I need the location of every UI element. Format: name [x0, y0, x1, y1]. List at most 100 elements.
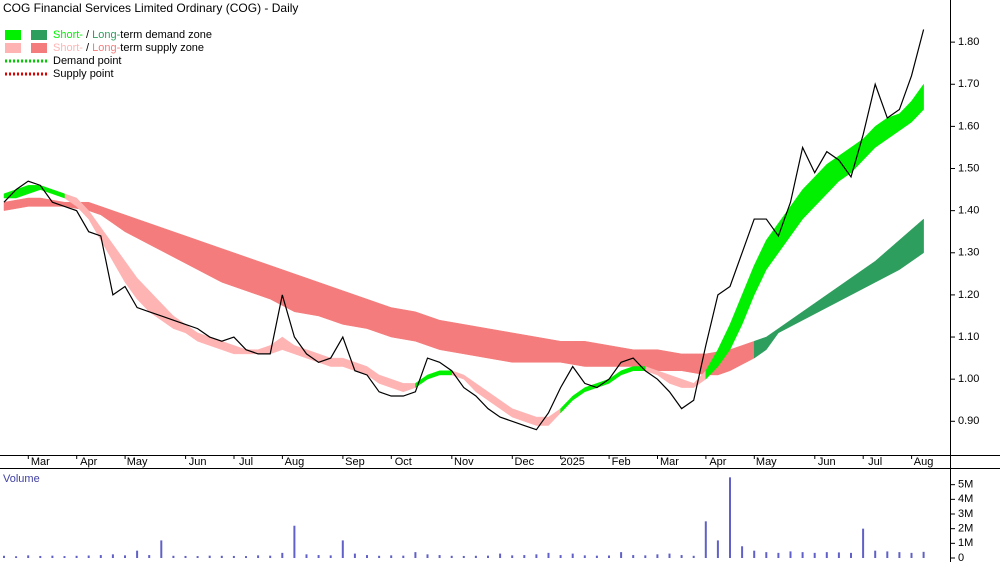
y-tick-label: 1.70: [958, 78, 979, 90]
volume-bar: [801, 552, 804, 558]
volume-bar: [922, 551, 925, 558]
volume-bar: [438, 555, 441, 558]
volume-bar: [160, 540, 163, 558]
volume-bar: [450, 555, 453, 558]
volume-bar: [3, 555, 5, 558]
x-tick-label: Apr: [709, 456, 726, 468]
volume-bar: [511, 555, 514, 558]
volume-bar: [245, 556, 247, 558]
volume-bar: [741, 546, 744, 558]
volume-bar: [777, 552, 780, 558]
volume-bar: [898, 552, 901, 558]
volume-bar: [862, 528, 865, 558]
x-tick-label: Jul: [239, 456, 253, 468]
volume-bar: [269, 555, 272, 558]
volume-bar: [136, 550, 139, 558]
volume-bar: [499, 553, 502, 558]
volume-bar: [886, 551, 889, 558]
chart-title: COG Financial Services Limited Ordinary …: [3, 1, 298, 15]
volume-bar: [704, 521, 707, 558]
legend-text-part: Long-: [92, 42, 120, 54]
legend-label: Supply point: [53, 68, 114, 80]
x-tick-label: Oct: [395, 456, 412, 468]
volume-bar: [765, 552, 768, 558]
volume-bar: [220, 555, 223, 558]
volume-tick-label: 1M: [958, 537, 973, 549]
zone-band: [753, 218, 924, 359]
volume-bar: [390, 555, 393, 558]
x-tick-label: May: [127, 456, 148, 468]
x-tick-label: Jun: [818, 456, 836, 468]
legend-text-part: /: [83, 42, 92, 54]
volume-bar: [825, 552, 828, 558]
y-tick-label: 1.60: [958, 120, 979, 132]
x-tick-label: Jun: [189, 456, 207, 468]
volume-bar: [184, 555, 187, 558]
volume-bar: [656, 554, 659, 558]
x-tick-label: Dec: [515, 456, 535, 468]
x-tick-label: Sep: [345, 456, 365, 468]
price-line: [3, 29, 925, 431]
volume-bar: [366, 555, 368, 558]
volume-bar: [27, 555, 30, 558]
volume-bar: [39, 555, 42, 558]
volume-bar: [353, 553, 356, 558]
volume-bar: [426, 554, 429, 558]
y-tick-label: 1.40: [958, 205, 979, 217]
volume-bar: [487, 555, 489, 558]
y-tick-label: 0.90: [958, 415, 979, 427]
volume-bar: [208, 555, 211, 558]
volume-bar: [523, 555, 526, 558]
legend-swatch: [5, 43, 21, 53]
volume-bar: [196, 556, 199, 558]
x-tick-label: Apr: [80, 456, 97, 468]
volume-bar: [729, 477, 731, 558]
legend-text-part: term supply zone: [120, 42, 204, 54]
volume-bar: [559, 555, 562, 558]
volume-bar: [232, 555, 235, 558]
legend-text-part: /: [83, 29, 92, 41]
y-tick-label: 1.80: [958, 36, 979, 48]
volume-bar: [535, 554, 538, 558]
volume-bar: [257, 555, 260, 558]
volume-bar: [608, 555, 610, 558]
volume-bar: [583, 555, 586, 558]
volume-bar: [632, 555, 635, 558]
volume-bar: [378, 555, 381, 558]
volume-title: Volume: [3, 473, 40, 485]
volume-tick-label: 5M: [958, 479, 973, 491]
volume-bar: [341, 540, 344, 558]
volume-bar: [148, 555, 151, 558]
volume-bar: [680, 555, 683, 558]
x-tick-label: 2025: [560, 456, 584, 468]
volume-bar: [462, 555, 465, 558]
volume-bar: [329, 555, 332, 558]
volume-bar: [402, 555, 405, 558]
volume-bar: [620, 552, 623, 558]
x-tick-label: Feb: [612, 456, 631, 468]
legend-text-part: Short-: [53, 29, 83, 41]
y-tick-label: 1.10: [958, 331, 979, 343]
volume-bar: [644, 555, 647, 558]
volume-bar: [910, 552, 913, 558]
volume-bar: [874, 550, 877, 558]
volume-bar: [571, 553, 574, 558]
volume-bar: [474, 555, 477, 558]
volume-bar: [414, 552, 417, 558]
legend-text-part: Short-: [53, 42, 83, 54]
y-tick-label: 1.00: [958, 373, 979, 385]
legend-text-part: Long-: [92, 29, 120, 41]
x-tick-label: Mar: [31, 456, 50, 468]
x-tick-label: Aug: [285, 456, 305, 468]
volume-bar: [305, 554, 308, 558]
volume-bar: [692, 555, 695, 558]
x-tick-label: Aug: [914, 456, 934, 468]
volume-bar: [668, 553, 671, 558]
y-tick-label: 1.20: [958, 289, 979, 301]
legend-swatch: [31, 30, 47, 40]
x-tick-label: May: [756, 456, 777, 468]
volume-bar: [850, 552, 852, 558]
volume-bar: [75, 555, 78, 558]
volume-bar: [716, 540, 719, 558]
